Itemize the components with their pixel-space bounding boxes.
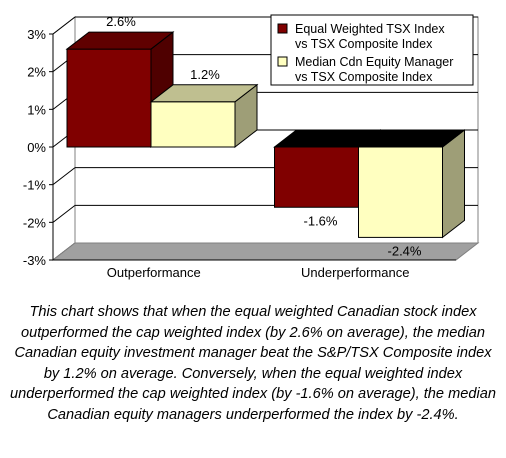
data-label: 1.2%: [190, 67, 220, 82]
bar-2-1-front: [150, 101, 236, 148]
data-label: 2.6%: [106, 14, 136, 29]
bar-2-2-front: [358, 146, 443, 238]
bar-2-2-top: [357, 129, 466, 148]
bar-chart: 3% 2% 1% 0% -1% -2% -3% 2.6% 1.2% Outperformance -…: [23, 14, 480, 280]
legend-swatch: [277, 56, 288, 67]
y-tick-label: 1%: [27, 102, 46, 117]
legend-entry-text: Equal Weighted TSX Index: [295, 22, 445, 36]
legend-entry-text: Median Cdn Equity Manager: [295, 55, 453, 69]
bar-1-1-top: [65, 31, 175, 50]
y-tick-label: -3%: [23, 253, 47, 268]
bar-2-2-side: [442, 128, 465, 239]
chart-caption: This chart shows that when the equal wei…: [10, 304, 496, 423]
bar-1-1-front: [66, 48, 152, 148]
data-label: -1.6%: [304, 213, 338, 228]
y-tick-label: 2%: [27, 65, 46, 80]
legend-entry-text: vs TSX Composite Index: [295, 70, 433, 84]
data-label: -2.4%: [388, 243, 422, 258]
y-tick-label: -1%: [23, 178, 47, 193]
gridline-side: [52, 167, 76, 186]
bar-2-1-top: [149, 84, 259, 103]
y-tick-label: -2%: [23, 215, 47, 230]
y-tick-label: 3%: [27, 27, 46, 42]
legend-swatch: [277, 23, 288, 34]
gridline-side: [52, 204, 76, 223]
legend-entry-text: vs TSX Composite Index: [295, 37, 433, 51]
y-tick-label: 0%: [27, 140, 46, 155]
gridline-side: [52, 16, 76, 35]
bar-1-2-front: [274, 146, 359, 208]
category-label: Underperformance: [301, 265, 409, 280]
legend-box: [270, 14, 474, 86]
chart-area: 3% 2% 1% 0% -1% -2% -3% 2.6% 1.2% Outperformance -…: [23, 14, 480, 280]
category-label: Outperformance: [107, 265, 201, 280]
